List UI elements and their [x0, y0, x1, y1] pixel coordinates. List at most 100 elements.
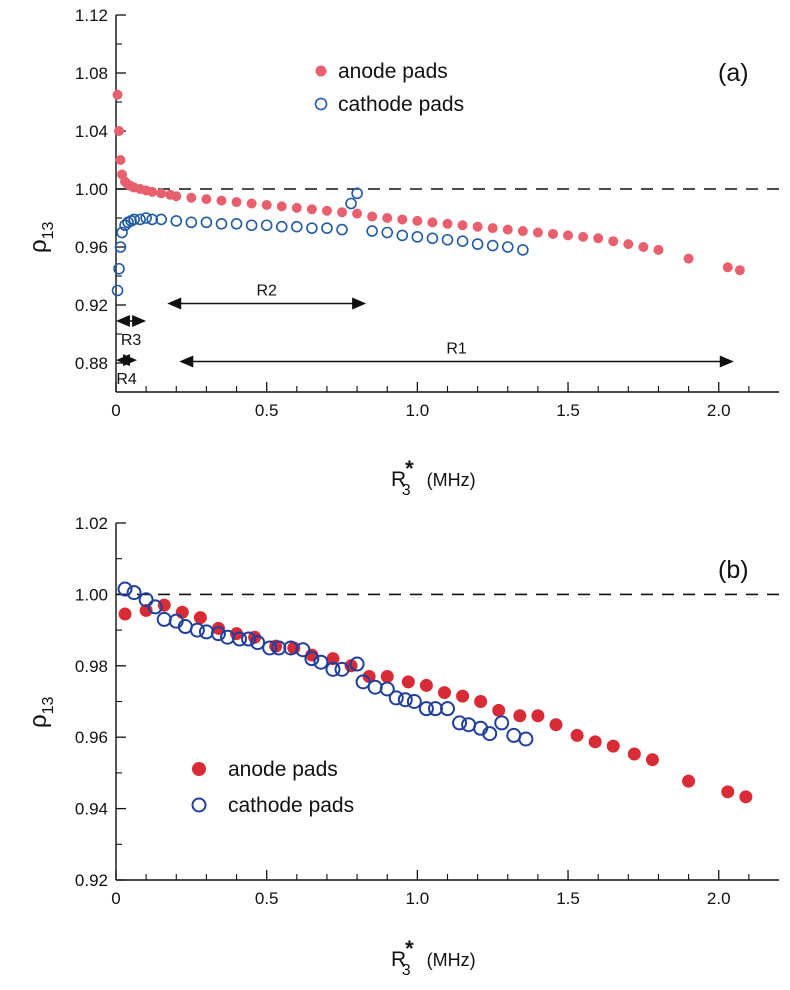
- anode-point: [517, 226, 528, 237]
- panel-b-xlabel-sub: 3: [402, 962, 411, 979]
- cathode-point: [388, 690, 404, 706]
- cathode-point: [200, 216, 213, 229]
- anode-point: [645, 753, 659, 767]
- cathode-point: [355, 674, 371, 690]
- anode-point: [380, 670, 394, 684]
- panel-b-legend: anode pads cathode pads: [191, 758, 354, 817]
- anode-point: [201, 194, 212, 205]
- x-tick-label: 2.0: [707, 401, 731, 420]
- cathode-point: [304, 651, 320, 667]
- anode-point: [326, 652, 340, 666]
- cathode-point: [501, 241, 514, 253]
- anode-point: [246, 198, 257, 209]
- x-tick-label: 1.5: [556, 889, 580, 908]
- cathode-point: [418, 701, 434, 717]
- x-tick-label: 1.0: [406, 889, 430, 908]
- cathode-point: [140, 212, 152, 224]
- anode-point: [367, 211, 378, 222]
- anode-point: [231, 197, 242, 208]
- cathode-point: [494, 715, 510, 731]
- panel-a-ylabel-sub: 13: [40, 221, 57, 239]
- anode-point: [588, 735, 602, 749]
- cathode-point: [245, 219, 258, 232]
- x-tick-label: 1.5: [556, 401, 580, 420]
- y-tick-label: 1.00: [75, 585, 108, 604]
- anode-point: [337, 207, 348, 218]
- panel-a-data-points: [111, 89, 745, 297]
- cathode-point: [349, 656, 365, 672]
- panel-b-data-points: [117, 581, 753, 804]
- cathode-point: [291, 220, 303, 233]
- cathode-point: [126, 585, 142, 601]
- cathode-point: [427, 701, 443, 717]
- cathode-point: [345, 197, 357, 210]
- anode-point: [683, 253, 694, 264]
- anode-point: [261, 199, 272, 210]
- y-tick-label: 0.92: [75, 296, 108, 315]
- cathode-point: [156, 611, 172, 627]
- cathode-point: [461, 717, 477, 733]
- y-tick-label: 0.94: [75, 800, 108, 819]
- cathode-point: [155, 213, 168, 226]
- region-label: R4: [116, 371, 137, 388]
- cathode-point: [334, 661, 350, 677]
- panel-a-ticks: 0.88 0.92 0.96 1.00 1.04 1.08 1.12 0 0.5 1.0 1.5 2.…: [75, 6, 750, 420]
- anode-point: [627, 747, 641, 761]
- y-tick-label: 1.00: [75, 180, 108, 199]
- y-tick-label: 0.98: [75, 657, 108, 676]
- anode-point: [549, 718, 563, 732]
- cathode-point: [230, 218, 243, 230]
- region-label: R3: [121, 332, 142, 349]
- anode-point: [487, 223, 498, 234]
- anode-point: [147, 186, 158, 197]
- cathode-point: [313, 654, 329, 670]
- panel-b-ylabel-base: ρ: [25, 714, 52, 728]
- cathode-point: [128, 213, 140, 226]
- cathode-point: [250, 635, 266, 651]
- legend-cathode-label: cathode pads: [338, 93, 464, 116]
- anode-point: [118, 607, 132, 621]
- cathode-point: [117, 581, 133, 597]
- region-arrowhead-left: [179, 355, 194, 368]
- region-arrowhead-right: [719, 355, 734, 368]
- cathode-point: [482, 726, 498, 742]
- anode-point: [638, 242, 649, 252]
- cathode-point: [351, 187, 363, 200]
- anode-point: [532, 227, 543, 238]
- legend-anode-label: anode pads: [338, 60, 448, 83]
- cathode-point: [189, 622, 205, 638]
- panel-a-xlabel-base: R: [391, 468, 406, 491]
- anode-point: [171, 191, 182, 202]
- region-arrowhead-right: [123, 354, 138, 367]
- panel-a-xlabel-sub: 3: [402, 482, 411, 499]
- panel-a-xlabel-unit: (MHz): [427, 470, 476, 490]
- legend-anode-marker: [315, 65, 327, 77]
- anode-point: [291, 202, 302, 213]
- anode-point: [287, 641, 301, 655]
- anode-point: [472, 221, 483, 232]
- y-tick-label: 1.02: [75, 514, 108, 533]
- cathode-point: [262, 640, 278, 656]
- y-tick-label: 1.04: [75, 122, 108, 141]
- anode-point: [570, 728, 584, 742]
- cathode-point: [241, 631, 257, 647]
- x-tick-label: 2.0: [707, 889, 731, 908]
- anode-point: [531, 709, 545, 723]
- cathode-point: [321, 222, 333, 234]
- cathode-point: [440, 701, 455, 717]
- cathode-point: [336, 223, 348, 236]
- panel-b-xlabel: R* 3 (MHz): [391, 936, 476, 979]
- cathode-point: [147, 599, 163, 615]
- x-tick-label: 0.5: [255, 401, 279, 420]
- region-label: R2: [256, 283, 277, 300]
- region-arrowhead-right: [132, 314, 147, 327]
- cathode-point: [232, 631, 248, 647]
- y-tick-label: 1.08: [75, 64, 108, 83]
- anode-point: [186, 192, 197, 203]
- cathode-point: [295, 642, 311, 658]
- anode-point: [513, 709, 527, 723]
- anode-point: [306, 204, 317, 215]
- panel-a-xlabel-sup: *: [405, 456, 414, 481]
- region-arrowhead-right: [352, 297, 367, 310]
- anode-point: [419, 678, 433, 692]
